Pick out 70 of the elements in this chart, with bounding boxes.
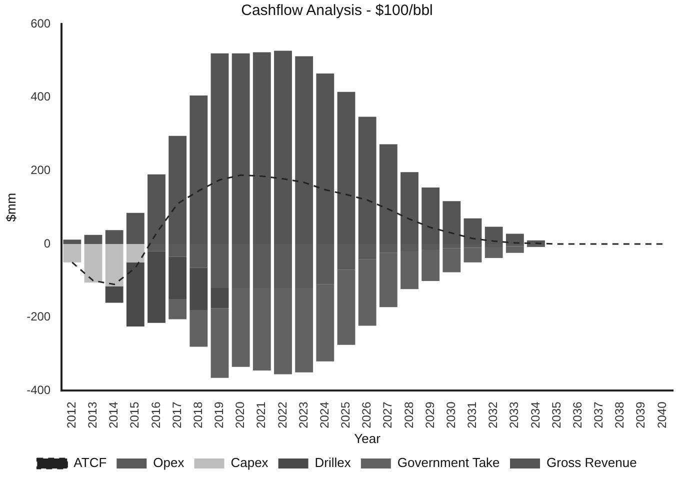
x-tick-label: 2017	[170, 401, 184, 428]
bar	[126, 244, 144, 262]
x-tick-label: 2033	[507, 401, 522, 428]
bar	[506, 246, 524, 253]
legend-label: Government Take	[397, 455, 500, 470]
x-tick-label: 2032	[486, 401, 500, 428]
bar	[63, 240, 82, 244]
x-tick-label: 2015	[128, 401, 142, 428]
bar	[84, 234, 102, 244]
bar	[442, 248, 461, 272]
y-tick-label: -400	[26, 383, 51, 398]
bar	[506, 234, 524, 244]
bar	[484, 226, 503, 244]
x-tick-label: 2014	[106, 401, 121, 428]
legend-label: Drillex	[314, 455, 352, 470]
bar	[484, 246, 503, 258]
x-tick-label: 2024	[317, 401, 332, 428]
line-series	[71, 174, 664, 286]
bar	[190, 268, 208, 310]
y-tick-label: -200	[26, 310, 51, 324]
bar	[168, 299, 187, 320]
bar	[126, 262, 144, 327]
x-tick-label: 2035	[549, 401, 564, 428]
x-tick-label: 2040	[654, 401, 669, 428]
y-tick-label: 200	[30, 162, 51, 177]
x-tick-label: 2026	[360, 401, 374, 428]
bar	[210, 288, 229, 308]
legend-label: Opex	[153, 455, 185, 470]
x-tick-label: 2013	[86, 401, 100, 428]
x-tick-label: 2025	[338, 401, 353, 428]
x-tick-label: 2030	[444, 401, 458, 428]
x-tick-label: 2020	[233, 401, 248, 428]
legend-label: Gross Revenue	[546, 455, 637, 470]
bar	[105, 244, 124, 286]
bar	[148, 251, 166, 323]
x-tick-label: 2012	[64, 401, 78, 428]
chart-title: Cashflow Analysis - $100/bbl	[241, 2, 433, 20]
x-tick-label: 2019	[212, 401, 226, 428]
bar	[210, 308, 229, 378]
x-tick-label: 2023	[296, 401, 310, 428]
bar	[168, 256, 187, 300]
bar	[442, 201, 461, 244]
bar	[105, 286, 124, 303]
x-tick-label: 2018	[190, 401, 205, 428]
x-tick-label: 2027	[380, 401, 395, 428]
legend-label: Capex	[230, 455, 269, 470]
x-tick-label: 2038	[612, 401, 627, 428]
bar	[464, 218, 482, 244]
y-tick-label: 0	[44, 236, 51, 250]
legend-label: ATCF	[74, 455, 107, 470]
x-tick-label: 2036	[570, 401, 584, 428]
y-tick-label: 400	[30, 90, 51, 104]
x-tick-label: 2034	[528, 401, 542, 428]
bar	[105, 230, 124, 244]
x-tick-label: 2028	[402, 401, 416, 428]
x-tick-label: 2021	[254, 401, 268, 428]
bar	[464, 248, 482, 262]
x-tick-label: 2039	[634, 401, 648, 428]
bar	[190, 310, 208, 347]
bar	[126, 212, 144, 244]
x-axis-title: Year	[354, 430, 382, 446]
bar	[84, 244, 102, 283]
bar	[63, 244, 82, 262]
y-axis-title: $mm	[3, 192, 18, 222]
x-tick-label: 2022	[275, 401, 290, 428]
y-tick-label: 600	[30, 16, 51, 30]
x-tick-label: 2031	[465, 401, 480, 428]
x-tick-label: 2037	[592, 401, 606, 428]
x-tick-label: 2016	[148, 401, 163, 428]
x-tick-label: 2029	[422, 401, 437, 428]
